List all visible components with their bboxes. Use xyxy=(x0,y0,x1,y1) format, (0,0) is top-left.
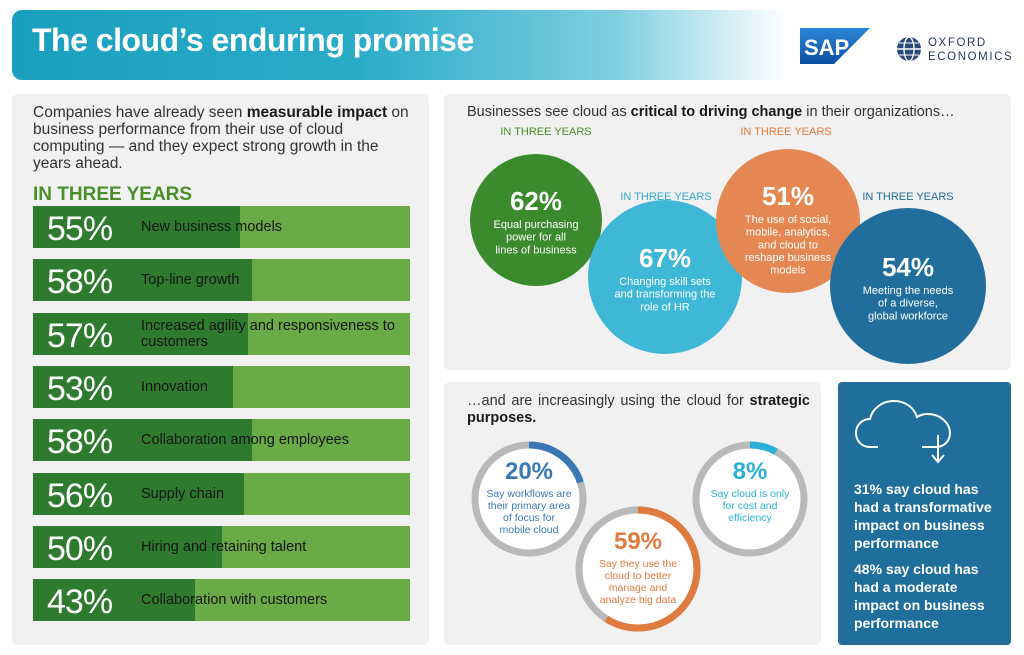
left-intro-text: Companies have already seen measurable i… xyxy=(33,104,413,172)
stat-circle xyxy=(830,208,986,364)
bar xyxy=(33,419,252,462)
circle-period-label: IN THREE YEARS xyxy=(862,191,953,203)
sap-logo-text: SAP xyxy=(804,35,849,60)
bar-value-label: 53% xyxy=(47,369,113,408)
bar-category-label: Collaboration with customers xyxy=(141,592,328,609)
ring-description: Say they use the cloud to better manage an… xyxy=(599,558,677,606)
bar-row: 58% Collaboration among employees xyxy=(33,419,410,462)
cloud-download-icon xyxy=(854,399,952,464)
oxford-logo-line2: ECONOMICS xyxy=(928,51,1014,63)
bar xyxy=(33,525,222,568)
bar-category-label: New business models xyxy=(141,219,283,235)
circle-description: Meeting the needs of a diverse, global wor… xyxy=(863,285,954,322)
bar-value-label: 55% xyxy=(47,210,113,248)
bottom-middle-intro-bold: strategic purposes. xyxy=(467,393,810,426)
ring-progress xyxy=(692,441,808,557)
bar-row: 56% Supply chain xyxy=(33,472,410,515)
header-banner xyxy=(12,10,787,80)
ring-progress xyxy=(471,441,587,557)
bar-row: 50% Hiring and retaining talent xyxy=(33,525,410,568)
bar-value-label: 50% xyxy=(47,529,113,568)
bar-value-label: 58% xyxy=(47,423,113,462)
circle-description: The use of social, mobile, analytics, and … xyxy=(745,214,832,277)
top-right-intro-bold: critical to driving change xyxy=(630,104,803,120)
bar-category-label: Supply chain xyxy=(141,485,225,502)
stat-transformative: 31% say cloud has had a transformative i… xyxy=(854,481,992,551)
stat-circle xyxy=(588,200,742,354)
bar-category-label: Increased agility and responsiveness to … xyxy=(141,317,395,350)
sap-logo: SAP xyxy=(800,28,870,64)
ring-description: Say cloud is only for cost and efficiency xyxy=(711,488,791,524)
ring-value: 20% xyxy=(505,458,553,485)
circle-description: Changing skill sets and transforming the r… xyxy=(615,276,716,313)
circle-value: 67% xyxy=(639,243,691,273)
bar xyxy=(33,472,245,515)
ring-value: 59% xyxy=(614,528,662,555)
left-intro-bold: measurable impact xyxy=(246,104,388,121)
bottom-middle-intro: …and are increasingly using the cloud fo… xyxy=(467,393,810,427)
bar-value-label: 56% xyxy=(47,476,113,515)
stat-circle xyxy=(470,154,602,286)
top-right-intro-suffix: in their organizations… xyxy=(802,104,955,120)
top-right-intro-prefix: Businesses see cloud as xyxy=(467,104,631,120)
stat-circle xyxy=(716,149,860,293)
top-right-intro: Businesses see cloud as critical to driv… xyxy=(467,104,955,120)
ring-progress xyxy=(575,506,701,632)
bar xyxy=(33,312,248,355)
bar-row: 53% Innovation xyxy=(33,365,410,408)
bar-value-label: 57% xyxy=(47,316,113,355)
bar-category-label: Hiring and retaining talent xyxy=(141,538,307,555)
circle-value: 54% xyxy=(882,252,934,282)
bottom-middle-intro-prefix: …and are increasingly using the cloud fo… xyxy=(467,393,750,409)
strategic-rings: 20% Say workflows are their primary area of… xyxy=(471,441,808,632)
circle-value: 51% xyxy=(762,181,814,211)
globe-icon xyxy=(897,36,921,62)
bar-category-label: Top-line growth xyxy=(141,272,240,289)
bar-row: 55% New business models xyxy=(33,206,410,248)
bar-row: 43% Collaboration with customers xyxy=(33,579,410,622)
left-intro-suffix: on business performance from their use o… xyxy=(33,104,409,172)
left-intro-prefix: Companies have already seen xyxy=(33,104,247,121)
bar xyxy=(33,259,252,302)
bar-row: 57% Increased agility and responsiveness … xyxy=(33,312,410,355)
change-circles: IN THREE YEARS 62%Equal purchasing power f… xyxy=(470,126,986,364)
bar-row: 58% Top-line growth xyxy=(33,259,410,302)
bar xyxy=(33,365,233,408)
bar-value-label: 58% xyxy=(47,263,113,302)
blue-stats-panel xyxy=(838,382,1011,645)
bar xyxy=(33,206,241,248)
oxford-logo-line1: OXFORD xyxy=(928,37,987,49)
ring-value: 8% xyxy=(733,458,768,485)
bar-value-label: 43% xyxy=(47,583,113,622)
bar-category-label: Collaboration among employees xyxy=(141,432,349,449)
circle-period-label: IN THREE YEARS xyxy=(620,191,711,203)
bar xyxy=(33,579,196,622)
bar-category-label: Innovation xyxy=(141,378,208,395)
circle-value: 62% xyxy=(510,186,562,216)
stat-moderate: 48% say cloud has had a moderate impact … xyxy=(854,561,985,631)
circle-period-label: IN THREE YEARS xyxy=(500,126,591,138)
oxford-economics-logo: OXFORD ECONOMICS xyxy=(928,36,1013,64)
circle-description: Equal purchasing power for all lines of bu… xyxy=(493,219,578,256)
circle-period-label: IN THREE YEARS xyxy=(740,126,831,138)
page-title: The cloud’s enduring promise xyxy=(32,22,474,58)
ring-description: Say workflows are their primary area of fo… xyxy=(486,488,571,536)
bar-chart-heading: IN THREE YEARS xyxy=(33,184,193,205)
